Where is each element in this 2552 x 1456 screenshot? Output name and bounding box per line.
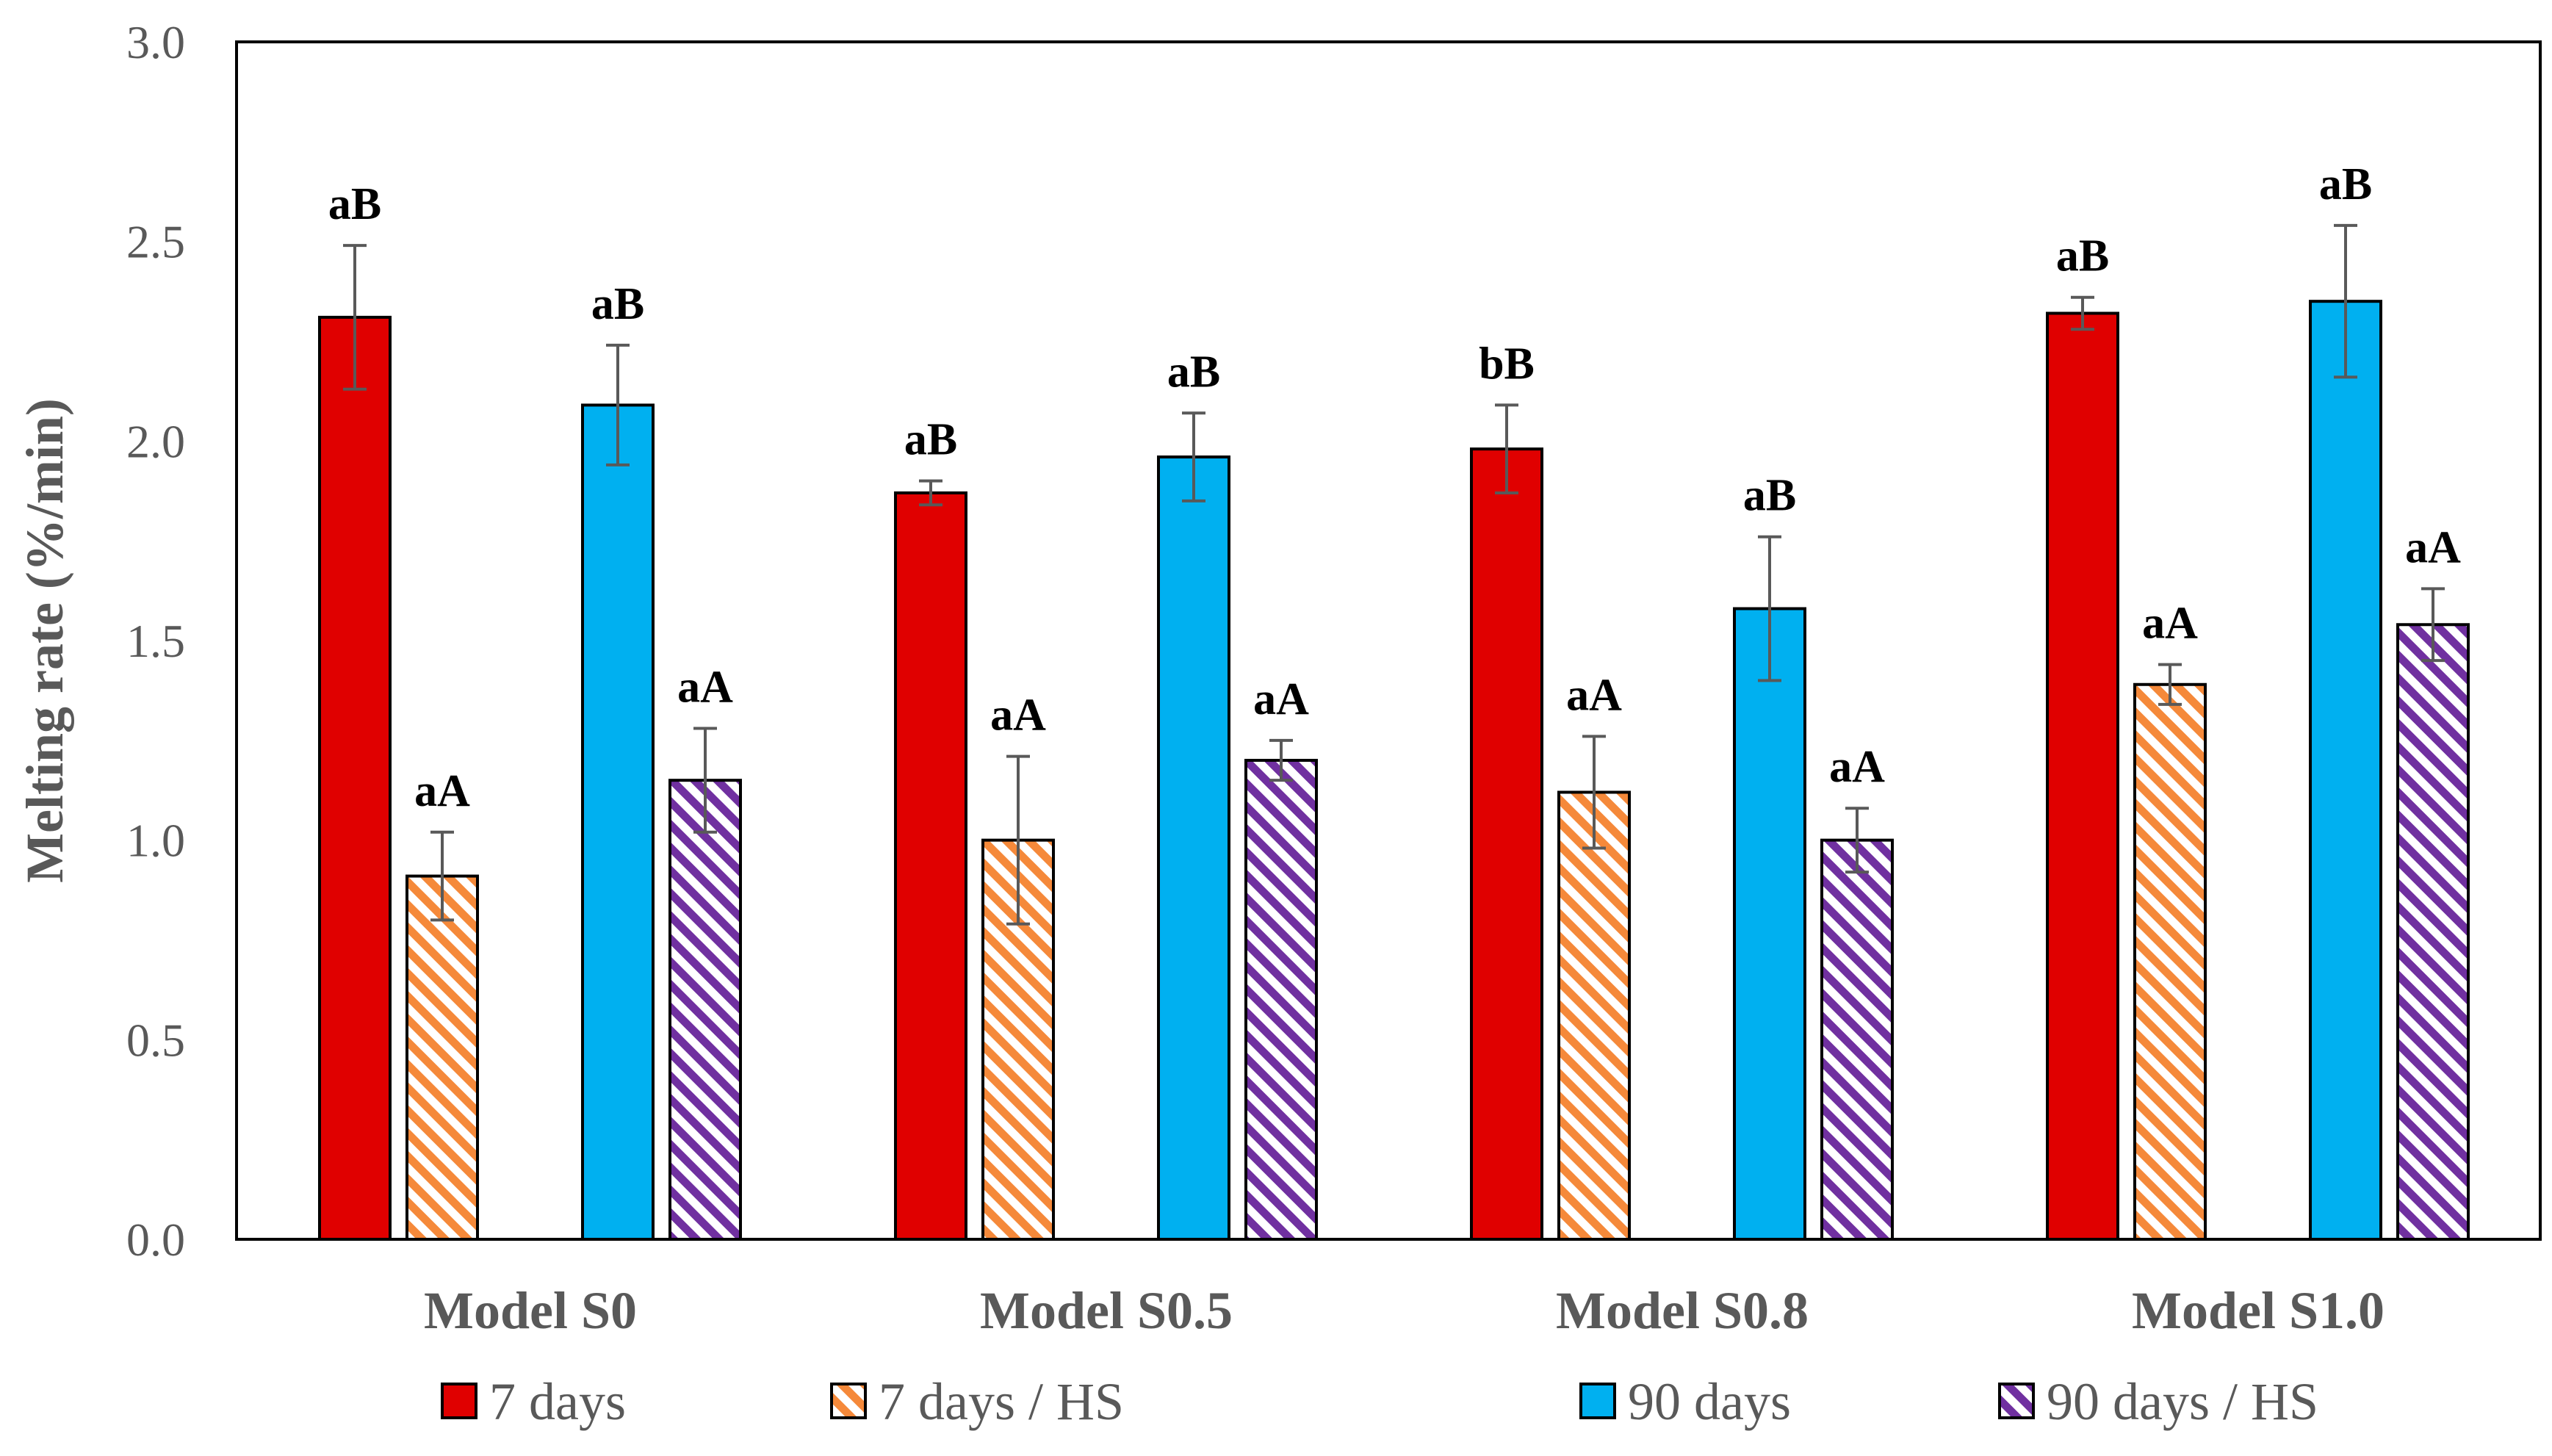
bar-7-days-3	[2046, 311, 2119, 1241]
y-tick-label: 2.5	[126, 216, 185, 268]
y-tick-label: 0.5	[126, 1014, 185, 1066]
bar-7-days-1	[894, 491, 967, 1241]
bar-90-days-3	[2309, 300, 2382, 1241]
significance-label: aA	[1829, 742, 1885, 792]
bar-7-days-hs-2	[1557, 790, 1631, 1241]
significance-label: aA	[2142, 599, 2198, 649]
error-bar	[919, 479, 942, 507]
bar-7-days-0	[318, 315, 392, 1241]
significance-label: aB	[904, 415, 957, 465]
error-bar	[1845, 807, 1869, 874]
legend-label: 7 days / HS	[879, 1372, 1124, 1431]
legend-label: 90 days / HS	[2047, 1372, 2318, 1431]
y-tick-label: 3.0	[126, 16, 185, 68]
error-bar	[693, 727, 717, 834]
error-bar	[2421, 587, 2445, 663]
significance-label: aA	[1253, 674, 1309, 724]
significance-label: aA	[2405, 522, 2461, 572]
significance-label: aB	[1743, 471, 1796, 521]
legend-item: 90 days	[1579, 1372, 1791, 1431]
legend-item: 7 days	[441, 1372, 626, 1431]
error-bar	[1182, 411, 1205, 502]
category-label: Model S0	[424, 1281, 637, 1340]
error-bar	[1758, 535, 1781, 682]
y-tick-label: 0.0	[126, 1214, 185, 1266]
error-bar	[2334, 223, 2357, 379]
legend-label: 7 days	[489, 1372, 626, 1431]
bar-7-days-hs-3	[2133, 682, 2207, 1241]
bar-90-days-hs-1	[1244, 759, 1318, 1241]
error-bar	[430, 830, 454, 922]
bar-90-days-2	[1733, 607, 1806, 1241]
bar-90-days-hs-3	[2396, 623, 2470, 1241]
significance-label: aA	[990, 691, 1046, 740]
bar-90-days-hs-0	[668, 779, 742, 1241]
legend-item: 7 days / HS	[830, 1372, 1124, 1431]
significance-label: aA	[677, 663, 733, 713]
legend-item: 90 days / HS	[1998, 1372, 2318, 1431]
significance-label: aB	[328, 179, 381, 229]
legend-swatch	[1998, 1383, 2035, 1419]
significance-label: bB	[1479, 339, 1535, 389]
category-label: Model S0.8	[1556, 1281, 1809, 1340]
bar-90-days-hs-2	[1820, 838, 1894, 1241]
y-axis-title: Melting rate (%/min)	[15, 398, 74, 883]
error-bar	[1495, 403, 1518, 494]
error-bar	[2071, 295, 2094, 331]
error-bar	[2158, 663, 2182, 706]
bar-7-days-2	[1470, 447, 1543, 1241]
legend-swatch	[830, 1383, 867, 1419]
significance-label: aB	[2056, 231, 2109, 281]
error-bar	[343, 244, 367, 391]
plot-frame	[235, 40, 2542, 1241]
y-tick-label: 2.0	[126, 415, 185, 467]
bar-7-days-hs-0	[405, 874, 479, 1241]
category-label: Model S1.0	[2132, 1281, 2385, 1340]
significance-label: aB	[1167, 347, 1220, 397]
significance-label: aB	[591, 279, 644, 329]
bar-90-days-0	[581, 403, 655, 1241]
significance-label: aA	[414, 766, 470, 816]
error-bar	[606, 343, 630, 466]
legend-swatch	[1579, 1383, 1616, 1419]
legend-label: 90 days	[1628, 1372, 1791, 1431]
legend-swatch	[441, 1383, 477, 1419]
error-bar	[1006, 754, 1030, 926]
significance-label: aA	[1566, 670, 1622, 720]
error-bar	[1269, 738, 1293, 782]
error-bar	[1582, 735, 1606, 850]
significance-label: aB	[2319, 159, 2372, 209]
y-tick-label: 1.0	[126, 815, 185, 867]
y-tick-label: 1.5	[126, 615, 185, 667]
bar-90-days-1	[1157, 455, 1230, 1241]
category-label: Model S0.5	[980, 1281, 1233, 1340]
